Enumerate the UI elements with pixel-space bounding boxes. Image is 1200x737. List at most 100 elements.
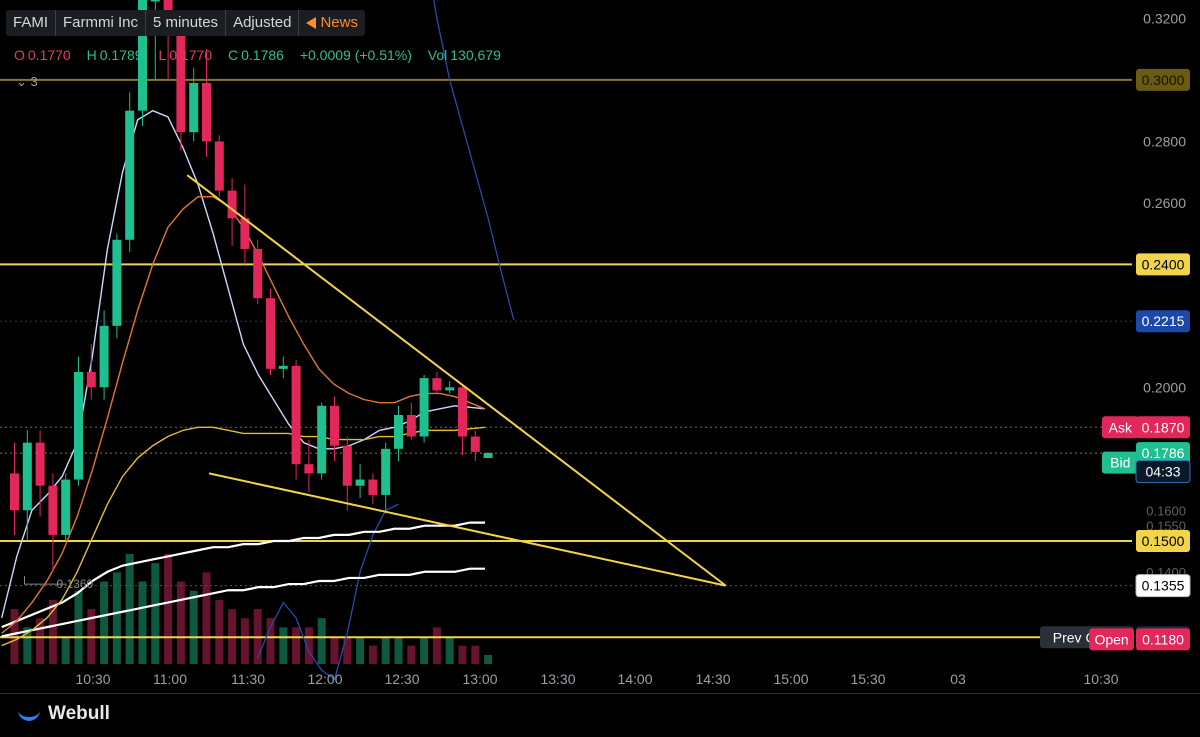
volume-bar (164, 554, 173, 664)
candle-body (74, 371, 83, 480)
low-key: L (158, 47, 167, 63)
symbol-button[interactable]: FAMI (6, 10, 57, 36)
collapse-chevron-icon: ⌄ (16, 74, 27, 89)
y-tick-label: 0.2800 (1143, 133, 1186, 149)
candle-body (368, 479, 378, 495)
adjusted-toggle[interactable]: Adjusted (226, 10, 300, 36)
volume-bar (279, 627, 288, 664)
moving-average-line (1, 426, 486, 647)
x-tick-label: 10:30 (1083, 671, 1118, 687)
price-tag-text: Open (1094, 631, 1128, 647)
level-label-text: 0.1786 (1142, 445, 1185, 461)
candle-body (86, 371, 96, 388)
x-tick-label: 15:30 (850, 671, 885, 687)
x-tick-label: 15:00 (773, 671, 808, 687)
volume-bar (381, 636, 390, 664)
webull-icon (18, 707, 40, 721)
x-tick-label: 10:30 (75, 671, 110, 687)
y-tick-label: 0.1550 (1146, 519, 1186, 534)
price-tag-text: Ask (1109, 419, 1133, 435)
volume-bar (36, 618, 45, 664)
candle-body (35, 442, 45, 486)
level-label-text: 0.1355 (1142, 578, 1185, 594)
candle-body (10, 473, 19, 511)
x-tick-label: 14:30 (695, 671, 730, 687)
candle-body (419, 378, 429, 437)
indicator-toggle[interactable]: ⌄ 3 (16, 74, 38, 90)
open-value-box (1136, 628, 1190, 651)
x-tick-label: 13:30 (540, 671, 575, 687)
news-button[interactable]: News (299, 10, 365, 36)
low-value: 0.1770 (169, 47, 213, 63)
volume-bar (61, 636, 70, 664)
candle-body (48, 485, 58, 535)
volume-bar (368, 645, 377, 664)
change-value: +0.0009 (+0.51%) (299, 47, 412, 63)
candle-body (266, 298, 275, 369)
open-value-text: 0.1180 (1142, 631, 1184, 647)
volume-bar (176, 581, 185, 664)
volume-bar (189, 590, 198, 664)
level-label-box (1136, 530, 1190, 553)
candle-body (202, 83, 211, 142)
level-label-box (1136, 442, 1190, 465)
candles (10, 0, 493, 572)
interval-button[interactable]: 5 minutes (146, 10, 227, 36)
countdown-box (1135, 460, 1191, 484)
volume-bar (445, 636, 454, 664)
candle-body (278, 365, 288, 369)
volume-bar (432, 627, 441, 664)
volume-bar (112, 572, 121, 664)
chart-toolbar: FAMI Farmmi Inc 5 minutes Adjusted News (6, 10, 365, 36)
price-tag-box (1102, 451, 1139, 474)
candle-body (342, 445, 352, 486)
level-label-text: 0.2400 (1142, 256, 1185, 272)
volume-key: Vol (427, 47, 448, 63)
volume-bar (292, 627, 301, 664)
candle-body (381, 448, 391, 495)
candle-body (189, 83, 199, 133)
x-tick-label: 12:30 (384, 671, 419, 687)
volume-bar (356, 636, 365, 664)
candle-body (138, 0, 147, 111)
candle-body (394, 415, 403, 449)
volume-bars (10, 554, 493, 664)
x-tick-label: 12:00 (307, 671, 342, 687)
volume-bar (420, 636, 429, 664)
company-name: Farmmi Inc (56, 10, 147, 36)
trendlines (186, 174, 727, 587)
volume-value: 130,679 (450, 47, 501, 63)
candle-body (253, 249, 263, 299)
candle-body (291, 365, 301, 465)
volume-bar (330, 636, 339, 664)
volume-bar (471, 645, 480, 664)
volume-bar (484, 654, 493, 664)
level-label-box (1136, 253, 1190, 276)
x-tick-label: 13:00 (462, 671, 497, 687)
y-tick-label: 0.3200 (1143, 10, 1186, 26)
level-label-text: 0.1870 (1142, 419, 1185, 435)
candle-body (470, 436, 480, 452)
price-levels (0, 78, 1132, 639)
vwap-line (1, 567, 486, 638)
low-marker-label: 0.1360 (57, 577, 94, 591)
level-label-text: 0.1500 (1142, 533, 1185, 549)
candle-body (150, 0, 160, 2)
candle-body (61, 479, 71, 535)
x-tick-label: 11:30 (231, 671, 265, 687)
candle-body (227, 190, 237, 219)
candle-body (406, 415, 416, 437)
level-label-box (1135, 574, 1191, 598)
volume-bar (458, 645, 467, 664)
vwap-line (1, 521, 486, 629)
candle-body (445, 387, 455, 391)
candle-body (99, 325, 109, 388)
volume-bar (266, 618, 275, 664)
volume-bar (138, 581, 147, 664)
x-axis-ticks: 10:30 11:00 11:30 12:00 12:30 13:00 13:30 14:00… (75, 671, 1118, 687)
news-label: News (320, 14, 358, 31)
level-label-text: 0.3000 (1142, 72, 1185, 88)
